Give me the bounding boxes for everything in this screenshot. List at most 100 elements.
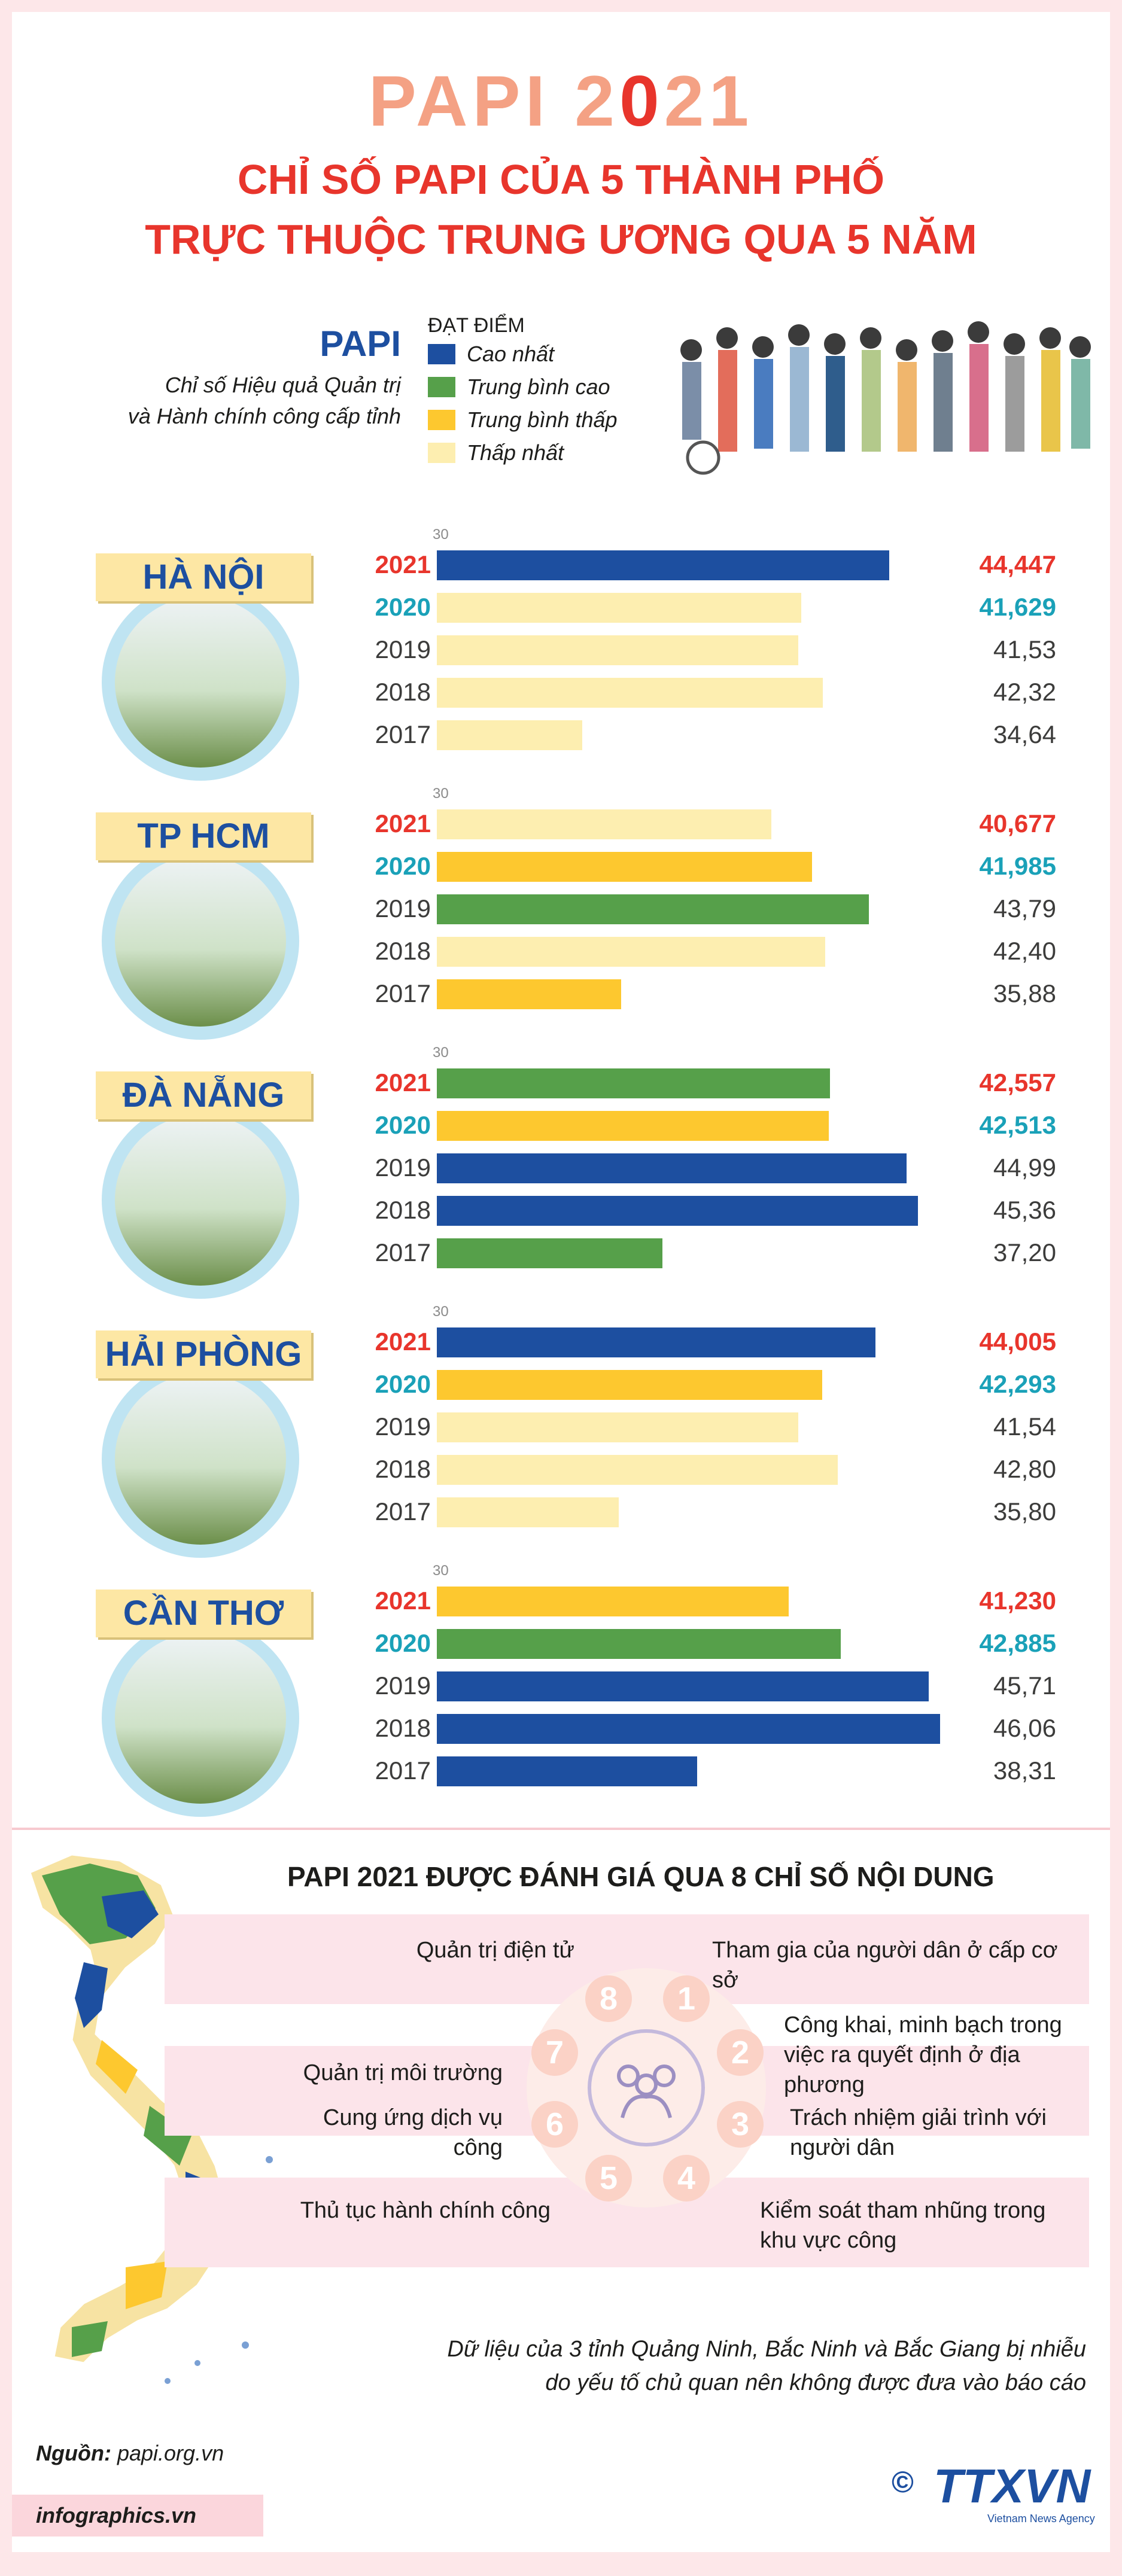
bar (437, 1153, 907, 1183)
value-label: 42,80 (993, 1455, 1056, 1483)
value-label: 42,513 (979, 1111, 1056, 1139)
year-label: 2017 (375, 720, 431, 748)
indicator-number: 6 (531, 2101, 578, 2148)
axis-min-label: 30 (433, 1045, 449, 1061)
value-label: 35,80 (993, 1497, 1056, 1525)
year-label: 2021 (375, 809, 431, 838)
value-label: 42,557 (979, 1068, 1056, 1097)
value-label: 45,71 (993, 1671, 1056, 1700)
indicator-text: Quản trị môi trường (303, 2060, 503, 2085)
year-label: 2018 (375, 1455, 431, 1483)
value-label: 41,230 (979, 1587, 1056, 1615)
legend-swatch (428, 344, 455, 364)
value-label: 41,53 (993, 635, 1056, 663)
indicator-text: Thủ tục hành chính công (300, 2198, 551, 2223)
bar (437, 1412, 798, 1442)
bar (437, 1756, 697, 1786)
papi-desc-line2: và Hành chính công cấp tỉnh (127, 404, 401, 428)
bar (437, 1587, 789, 1616)
indicator-text: Quản trị điện tử (416, 1938, 574, 1963)
legend-label: Trung bình thấp (467, 407, 618, 432)
bar (437, 809, 771, 839)
indicator-number: 1 (663, 1975, 710, 2022)
year-label: 2021 (375, 1068, 431, 1097)
value-label: 38,31 (993, 1756, 1056, 1785)
source-value: papi.org.vn (117, 2441, 224, 2465)
value-label: 42,32 (993, 678, 1056, 706)
value-label: 35,88 (993, 979, 1056, 1007)
year-label: 2019 (375, 1153, 431, 1182)
indicators-title: PAPI 2021 ĐƯỢC ĐÁNH GIÁ QUA 8 CHỈ SỐ NỘI… (287, 1861, 995, 1892)
bar (437, 894, 869, 924)
legend-swatch (428, 377, 455, 397)
city-name: HÀ NỘI (96, 553, 311, 601)
source: Nguồn: papi.org.vn (36, 2441, 224, 2466)
bar (437, 1196, 918, 1226)
city-photo-scene (115, 855, 286, 1027)
papi-desc-line1: Chỉ số Hiệu quả Quản trị (165, 373, 401, 397)
source-label: Nguồn: (36, 2441, 111, 2465)
city-photo (102, 1101, 299, 1299)
year-label: 2019 (375, 1412, 431, 1441)
legend-swatch (428, 410, 455, 430)
bar (437, 1455, 838, 1485)
value-label: 44,005 (979, 1327, 1056, 1356)
year-label: 2021 (375, 550, 431, 578)
bar (437, 1238, 662, 1268)
bar (437, 852, 812, 882)
city-photo-scene (115, 1633, 286, 1804)
bar (437, 1370, 822, 1400)
papi-label: PAPI (320, 324, 401, 364)
indicator-number: 4 (663, 2155, 710, 2202)
city-photo (102, 583, 299, 781)
year-label: 2019 (375, 635, 431, 663)
year-label: 2018 (375, 1196, 431, 1224)
value-label: 41,629 (979, 593, 1056, 621)
subtitle-line1: CHỈ SỐ PAPI CỦA 5 THÀNH PHỐ (237, 156, 885, 203)
year-label: 2021 (375, 1587, 431, 1615)
year-label: 2020 (375, 1370, 431, 1398)
bar (437, 1111, 829, 1141)
legend-label: Thấp nhất (467, 440, 564, 465)
year-label: 2020 (375, 852, 431, 880)
bar (437, 1497, 619, 1527)
axis-min-label: 30 (433, 1304, 449, 1320)
indicator-number: 2 (717, 2029, 764, 2076)
value-label: 44,447 (979, 550, 1056, 578)
city-name: ĐÀ NẴNG (96, 1071, 311, 1119)
year-label: 2019 (375, 1671, 431, 1700)
bar (437, 1629, 841, 1659)
city-name: HẢI PHÒNG (96, 1330, 311, 1378)
year-label: 2017 (375, 1497, 431, 1525)
year-label: 2021 (375, 1327, 431, 1356)
value-label: 44,99 (993, 1153, 1056, 1182)
value-label: 34,64 (993, 720, 1056, 748)
bar (437, 937, 825, 967)
legend-swatch (428, 443, 455, 463)
site-link[interactable]: infographics.vn (12, 2495, 263, 2537)
value-label: 41,54 (993, 1412, 1056, 1441)
bar (437, 1671, 929, 1701)
legend-heading: ĐẠT ĐIỂM (428, 314, 525, 337)
indicator-number: 5 (585, 2155, 632, 2202)
legend-label: Cao nhất (467, 342, 555, 366)
value-label: 45,36 (993, 1196, 1056, 1224)
city-name: TP HCM (96, 812, 311, 860)
copyright-icon: © (892, 2465, 914, 2499)
year-label: 2018 (375, 937, 431, 965)
year-label: 2018 (375, 678, 431, 706)
indicator-text: Công khai, minh bạch trong việc ra quyết… (784, 2012, 1062, 2097)
indicator-number: 8 (585, 1975, 632, 2022)
city-photo-scene (115, 1115, 286, 1286)
value-label: 42,885 (979, 1629, 1056, 1657)
city-photo-scene (115, 1374, 286, 1545)
bar (437, 593, 801, 623)
city-photo (102, 1619, 299, 1817)
year-label: 2020 (375, 1629, 431, 1657)
city-photo-scene (115, 596, 286, 768)
people-illustration (680, 321, 1091, 475)
year-label: 2017 (375, 1238, 431, 1266)
indicator-text: Trách nhiệm giải trình với người dân (790, 2105, 1047, 2160)
year-label: 2019 (375, 894, 431, 922)
section-divider (12, 1828, 1110, 1830)
